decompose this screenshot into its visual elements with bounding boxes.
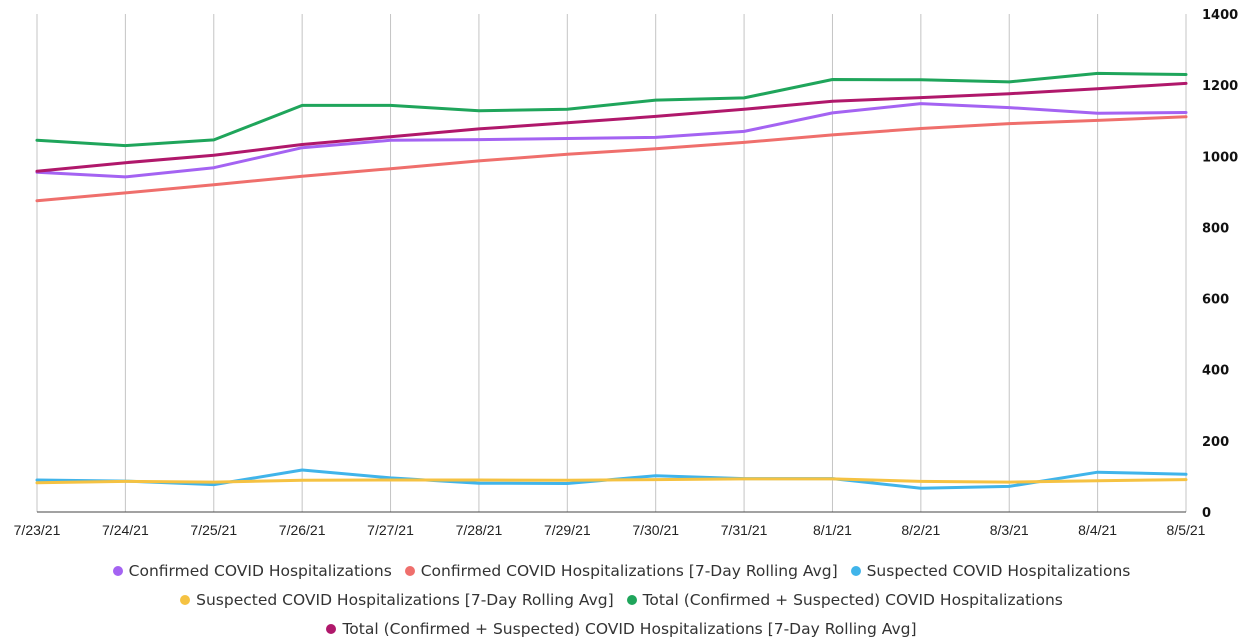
y-tick-label: 400 [1202,364,1229,379]
x-tick-label: 7/24/21 [102,522,149,538]
x-tick-label: 8/5/21 [1167,522,1206,538]
legend-item-suspected-avg[interactable]: Suspected COVID Hospitalizations [7-Day … [180,586,614,615]
series-line-2 [35,115,1188,203]
legend-label: Suspected COVID Hospitalizations [7-Day … [196,591,614,609]
legend-label: Total (Confirmed + Suspected) COVID Hosp… [342,620,917,638]
x-tick-label: 7/23/21 [14,522,61,538]
legend-label: Suspected COVID Hospitalizations [866,562,1131,580]
x-tick-label: 7/28/21 [456,522,503,538]
y-tick-label: 1200 [1202,79,1238,94]
legend-item-confirmed-avg[interactable]: Confirmed COVID Hospitalizations [7-Day … [404,557,838,586]
legend-item-confirmed[interactable]: Confirmed COVID Hospitalizations [112,557,392,586]
series-line-5 [35,71,1188,148]
legend-swatch [850,566,861,576]
x-tick-label: 7/31/21 [721,522,768,538]
x-tick-label: 7/26/21 [279,522,326,538]
legend-item-total-avg[interactable]: Total (Confirmed + Suspected) COVID Hosp… [326,615,917,644]
legend-label: Confirmed COVID Hospitalizations [7-Day … [420,562,838,580]
series-lines [35,71,1188,490]
legend-row-1: Confirmed COVID Hospitalizations Confirm… [0,557,1243,586]
y-tick-label: 600 [1202,293,1229,308]
series-line-1 [35,102,1188,179]
legend-row-2: Suspected COVID Hospitalizations [7-Day … [0,586,1243,615]
legend-swatch [180,595,191,605]
legend-swatch [626,595,637,605]
y-tick-label: 1000 [1202,150,1238,165]
legend: Confirmed COVID Hospitalizations Confirm… [0,557,1243,644]
series-line-6 [35,81,1188,173]
legend-swatch [404,566,415,576]
legend-item-total[interactable]: Total (Confirmed + Suspected) COVID Hosp… [626,586,1063,615]
y-axis-tick-labels: 0 200 400 600 800 1000 1200 1400 [1202,8,1238,521]
x-tick-label: 7/30/21 [632,522,679,538]
vertical-gridlines [36,14,1187,513]
legend-swatch [326,624,337,634]
x-tick-label: 8/3/21 [990,522,1029,538]
x-tick-label: 8/4/21 [1078,522,1117,538]
y-tick-label: 200 [1202,435,1229,450]
legend-swatch [112,566,123,576]
y-tick-label: 0 [1202,506,1211,521]
legend-label: Total (Confirmed + Suspected) COVID Hosp… [642,591,1063,609]
legend-label: Confirmed COVID Hospitalizations [128,562,392,580]
legend-row-3: Total (Confirmed + Suspected) COVID Hosp… [0,615,1243,644]
x-tick-label: 8/1/21 [813,522,852,538]
line-chart: 7/23/21 7/24/21 7/25/21 7/26/21 7/27/21 7/28/… [14,8,1239,538]
y-tick-label: 800 [1202,221,1229,236]
x-axis-tick-labels: 7/23/21 7/24/21 7/25/21 7/26/21 7/27/21 7/28/… [14,522,1206,538]
series-line-4 [35,477,1188,485]
x-tick-label: 7/27/21 [367,522,414,538]
x-tick-label: 7/29/21 [544,522,591,538]
legend-item-suspected[interactable]: Suspected COVID Hospitalizations [850,557,1131,586]
y-tick-label: 1400 [1202,8,1238,23]
x-tick-label: 7/25/21 [190,522,237,538]
x-tick-label: 8/2/21 [901,522,940,538]
